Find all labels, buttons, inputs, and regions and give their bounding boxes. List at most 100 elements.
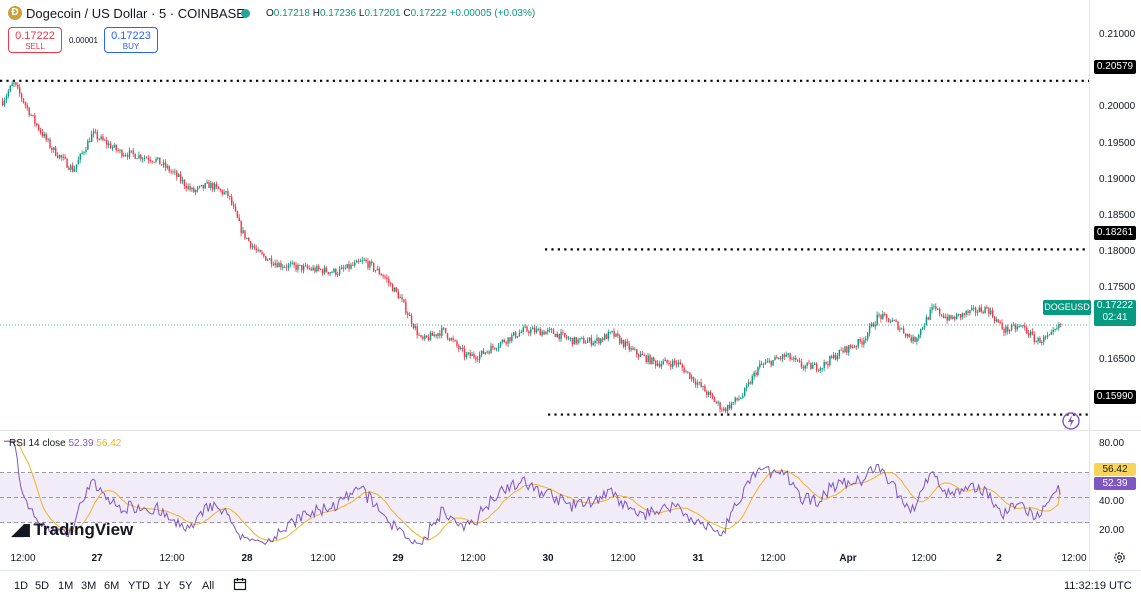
candle-body	[278, 263, 280, 268]
sell-button[interactable]: 0.17222 SELL	[8, 27, 62, 53]
candle-body	[656, 363, 659, 366]
candle-body	[787, 353, 789, 355]
range-1y-button[interactable]: 1Y	[157, 580, 171, 592]
candle-body	[779, 358, 782, 359]
candle-body	[944, 316, 947, 318]
candle-body	[694, 381, 697, 385]
candle-body	[344, 268, 347, 269]
candle-body	[187, 186, 189, 189]
candle-body	[119, 150, 121, 151]
candle-body	[897, 321, 899, 330]
candle-body	[1005, 326, 1007, 333]
candle-body	[609, 331, 612, 333]
candle-body	[592, 343, 594, 345]
candle-body	[480, 350, 483, 355]
candle-body	[965, 311, 967, 315]
candle-body	[1003, 328, 1005, 333]
candle-body	[620, 339, 623, 344]
range-1m-button[interactable]: 1M	[58, 580, 74, 592]
time-tick: 12:00	[911, 553, 937, 564]
candle-body	[170, 171, 172, 173]
candle-body	[974, 307, 977, 313]
symbol-title[interactable]: Dogecoin / US Dollar · 5 · COINBASE	[26, 6, 245, 21]
range-5y-button[interactable]: 5Y	[179, 580, 193, 592]
buy-button[interactable]: 0.17223 BUY	[104, 27, 158, 53]
candle-body	[715, 401, 718, 403]
candle-body	[140, 154, 142, 160]
candle-body	[174, 171, 176, 173]
candle-body	[887, 318, 890, 323]
candle-body	[672, 360, 674, 367]
candle-body	[836, 356, 839, 360]
candle-body	[728, 404, 731, 409]
candle-body	[179, 174, 182, 182]
candle-body	[62, 156, 64, 158]
candle-body	[952, 316, 954, 319]
level-label-high[interactable]: 0.20579	[1094, 60, 1136, 74]
candle-body	[1060, 324, 1062, 325]
candle-body	[566, 336, 568, 339]
candle-body	[494, 347, 496, 349]
candle-body	[85, 149, 87, 153]
candle-body	[321, 269, 324, 274]
candle-body	[581, 338, 583, 339]
candle-body	[1056, 328, 1058, 329]
candle-body	[626, 341, 629, 344]
low-label: L	[358, 8, 365, 19]
range-6m-button[interactable]: 6M	[104, 580, 120, 592]
candle-body	[783, 354, 786, 357]
candle-body	[249, 241, 252, 248]
candle-body	[1029, 331, 1032, 336]
range-1d-button[interactable]: 1D	[14, 580, 29, 592]
candle-body	[622, 339, 625, 347]
rsi-axis-tick: 80.00	[1099, 438, 1125, 449]
current-price-tag[interactable]: 0.17222 02:41	[1094, 300, 1136, 326]
candle-body	[405, 302, 407, 314]
pane-separator[interactable]	[0, 430, 1141, 431]
candle-body	[723, 408, 725, 411]
utc-clock[interactable]: 11:32:19 UTC	[1064, 580, 1132, 592]
candle-body	[153, 161, 155, 163]
range-5d-button[interactable]: 5D	[35, 580, 50, 592]
gear-icon[interactable]	[1113, 551, 1126, 564]
alert-icon[interactable]	[1061, 411, 1081, 431]
candle-body	[865, 338, 867, 341]
range-all-button[interactable]: All	[202, 580, 215, 592]
candle-body	[526, 326, 528, 332]
candle-body	[261, 252, 263, 254]
candle-body	[895, 320, 897, 322]
rsi-legend[interactable]: RSI 14 close 52.39 56.42	[9, 438, 121, 449]
price-tick: 0.21000	[1099, 29, 1136, 40]
close-label: C	[403, 8, 411, 19]
candle-body	[870, 323, 873, 327]
tradingview-logo-text: TradingView	[33, 520, 134, 539]
candle-body	[745, 385, 748, 388]
level-label-mid[interactable]: 0.18261	[1094, 226, 1136, 240]
candle-body	[403, 299, 405, 303]
range-ytd-button[interactable]: YTD	[128, 580, 150, 592]
tradingview-logo[interactable]: ◢▮ TradingView	[11, 520, 133, 540]
candle-body	[90, 133, 93, 143]
range-3m-button[interactable]: 3M	[81, 580, 97, 592]
candle-body	[855, 346, 858, 348]
candle-body	[1010, 324, 1013, 330]
candle-body	[242, 230, 244, 234]
market-open-status-icon[interactable]	[241, 9, 250, 18]
candle-body	[433, 334, 435, 336]
candle-body	[923, 325, 926, 328]
candle-body	[598, 337, 600, 344]
candle-body	[282, 267, 284, 268]
candle-body	[797, 359, 799, 361]
candle-body	[291, 262, 294, 264]
candle-body	[804, 365, 806, 369]
candle-body	[579, 338, 581, 340]
candle-body	[236, 211, 239, 218]
candle-body	[113, 144, 116, 148]
level-label-low[interactable]: 0.15990	[1094, 390, 1136, 404]
candle-body	[834, 354, 837, 360]
candle-body	[363, 259, 365, 261]
candle-body	[1039, 338, 1041, 343]
candle-body	[641, 353, 644, 356]
calendar-icon[interactable]	[233, 577, 247, 591]
